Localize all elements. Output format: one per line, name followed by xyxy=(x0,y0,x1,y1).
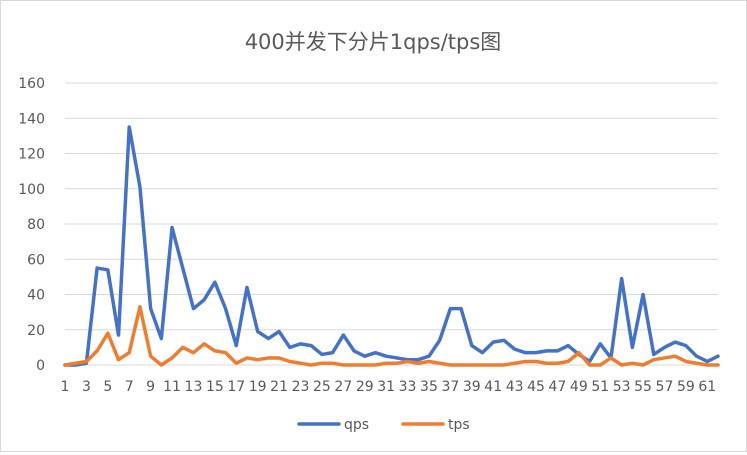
x-tick-label-15: 15 xyxy=(206,379,224,395)
x-tick-label-55: 55 xyxy=(634,379,652,395)
y-tick-label-120: 120 xyxy=(18,147,45,163)
x-axis-tick-labels: 1 3 5 7 9 11 13 15 17 19 21 23 25 27 29 31 33 35 37 39 41 43 4… xyxy=(61,379,717,395)
x-tick-label-61: 61 xyxy=(698,379,716,395)
x-tick-label-1: 1 xyxy=(61,379,70,395)
x-tick-label-45: 45 xyxy=(527,379,545,395)
x-tick-label-33: 33 xyxy=(399,379,417,395)
x-tick-label-13: 13 xyxy=(185,379,203,395)
x-tick-label-49: 49 xyxy=(570,379,588,395)
y-tick-label-0: 0 xyxy=(36,358,45,374)
legend-label-qps: qps xyxy=(344,417,369,433)
x-tick-label-47: 47 xyxy=(549,379,567,395)
y-tick-label-140: 140 xyxy=(18,111,45,127)
x-tick-label-43: 43 xyxy=(506,379,524,395)
x-tick-label-27: 27 xyxy=(334,379,352,395)
x-tick-label-59: 59 xyxy=(677,379,695,395)
y-axis-tick-labels: 0 20 40 60 80 100 120 140 160 xyxy=(18,76,45,374)
series-line-tps xyxy=(63,305,720,367)
x-tick-label-9: 9 xyxy=(146,379,155,395)
y-tick-label-100: 100 xyxy=(18,182,45,198)
x-tick-label-11: 11 xyxy=(163,379,181,395)
x-tick-label-7: 7 xyxy=(125,379,134,395)
x-tick-label-31: 31 xyxy=(377,379,395,395)
chart-title: 400并发下分片1qps/tps图 xyxy=(245,30,502,54)
legend-label-tps: tps xyxy=(448,417,470,433)
x-tick-label-41: 41 xyxy=(484,379,502,395)
x-tick-label-23: 23 xyxy=(292,379,310,395)
x-tick-label-5: 5 xyxy=(103,379,112,395)
x-tick-label-37: 37 xyxy=(441,379,459,395)
gridlines xyxy=(65,82,718,366)
x-tick-label-25: 25 xyxy=(313,379,331,395)
x-tick-label-29: 29 xyxy=(356,379,374,395)
x-tick-label-19: 19 xyxy=(249,379,267,395)
x-tick-label-3: 3 xyxy=(82,379,91,395)
legend: qps tps xyxy=(297,417,470,433)
x-tick-label-57: 57 xyxy=(656,379,674,395)
x-tick-label-51: 51 xyxy=(591,379,609,395)
series-line-qps xyxy=(63,125,720,367)
x-tick-label-39: 39 xyxy=(463,379,481,395)
y-tick-label-160: 160 xyxy=(18,76,45,92)
y-tick-label-60: 60 xyxy=(27,252,45,268)
x-tick-label-17: 17 xyxy=(227,379,245,395)
x-tick-label-35: 35 xyxy=(420,379,438,395)
y-tick-label-80: 80 xyxy=(27,217,45,233)
x-tick-label-53: 53 xyxy=(613,379,631,395)
y-tick-label-40: 40 xyxy=(27,288,45,304)
series-lines xyxy=(63,125,720,367)
y-tick-label-20: 20 xyxy=(27,323,45,339)
x-tick-label-21: 21 xyxy=(270,379,288,395)
